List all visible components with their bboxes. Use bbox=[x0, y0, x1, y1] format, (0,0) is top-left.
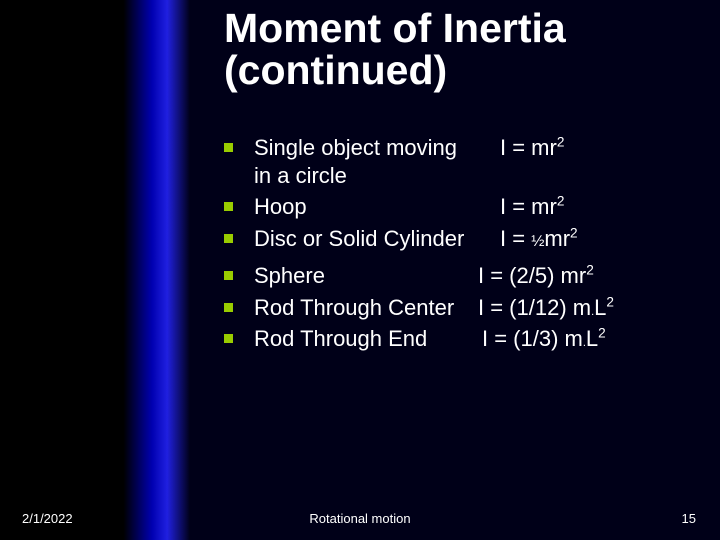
item-text: Hoop bbox=[254, 193, 500, 221]
square-bullet-icon bbox=[224, 271, 233, 280]
bullet-icon bbox=[224, 325, 254, 343]
item-text: Sphere bbox=[254, 262, 500, 290]
title-line-2: (continued) bbox=[224, 50, 566, 92]
item-formula: I = mr2 bbox=[500, 134, 694, 162]
slide-content: Moment of Inertia (continued) Single obj… bbox=[0, 0, 720, 540]
square-bullet-icon bbox=[224, 334, 233, 343]
list-item: Rod Through EndI = (1/3) m.L2 bbox=[224, 325, 694, 353]
item-text: Disc or Solid Cylinder bbox=[254, 225, 500, 253]
bullet-icon bbox=[224, 294, 254, 312]
bullet-icon bbox=[224, 134, 254, 152]
item-formula: I = ½mr2 bbox=[500, 225, 694, 253]
item-text: Single object moving in a circle bbox=[254, 134, 500, 189]
list-item: Rod Through CenterI = (1/12) m.L2 bbox=[224, 294, 694, 322]
bullet-icon bbox=[224, 262, 254, 280]
item-formula: I = (1/3) m.L2 bbox=[482, 325, 694, 353]
bullet-icon bbox=[224, 193, 254, 211]
slide-title: Moment of Inertia (continued) bbox=[224, 8, 566, 92]
item-formula: I = (1/12) m.L2 bbox=[478, 294, 694, 322]
list-item: Single object moving in a circleI = mr2 bbox=[224, 134, 694, 189]
item-text: Rod Through End bbox=[254, 325, 500, 353]
item-formula: I = (2/5) mr2 bbox=[478, 262, 694, 290]
square-bullet-icon bbox=[224, 234, 233, 243]
slide: Moment of Inertia (continued) Single obj… bbox=[0, 0, 720, 540]
square-bullet-icon bbox=[224, 202, 233, 211]
list-item: Disc or Solid CylinderI = ½mr2 bbox=[224, 225, 694, 253]
square-bullet-icon bbox=[224, 303, 233, 312]
item-formula: I = mr2 bbox=[500, 193, 694, 221]
list-item: HoopI = mr2 bbox=[224, 193, 694, 221]
footer-center: Rotational motion bbox=[0, 511, 720, 526]
list-item: SphereI = (2/5) mr2 bbox=[224, 262, 694, 290]
item-text: Rod Through Center bbox=[254, 294, 500, 322]
title-line-1: Moment of Inertia bbox=[224, 8, 566, 50]
bullet-list: Single object moving in a circleI = mr2H… bbox=[224, 134, 694, 357]
bullet-icon bbox=[224, 225, 254, 243]
square-bullet-icon bbox=[224, 143, 233, 152]
footer-page-number: 15 bbox=[682, 511, 696, 526]
